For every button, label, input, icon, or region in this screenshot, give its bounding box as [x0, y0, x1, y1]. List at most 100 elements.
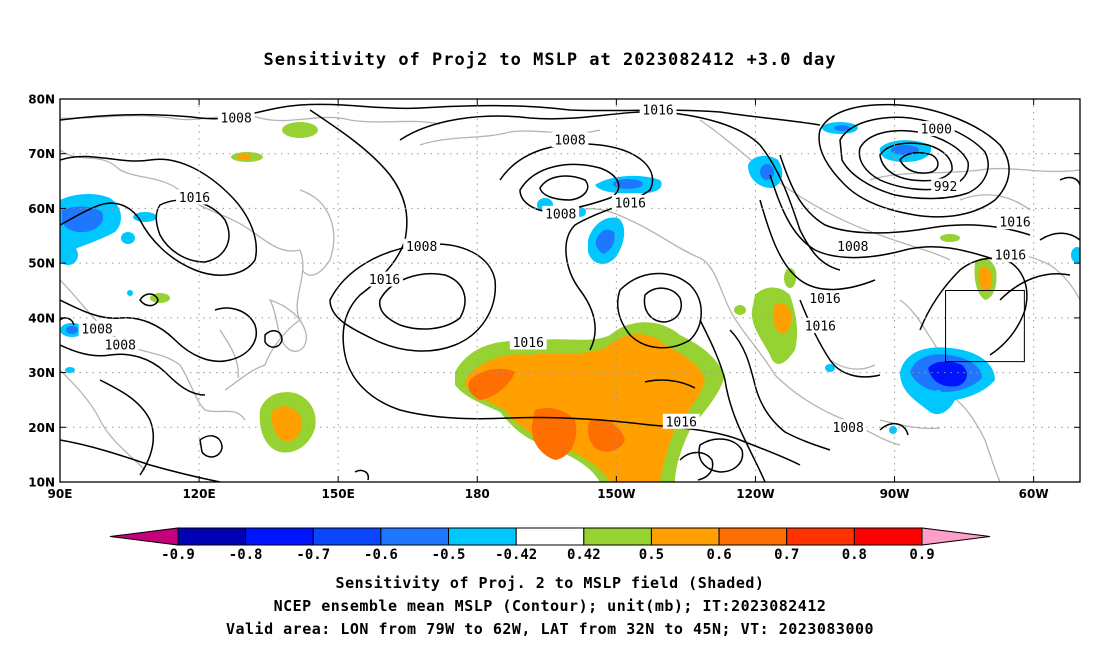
- contour-label-text: 1016: [615, 196, 646, 211]
- colorbar-lower-triangle: [109, 527, 179, 546]
- positive-blob-small-5: [940, 234, 960, 242]
- negative-region-pacific-nw-core: [595, 229, 615, 254]
- colorbar-upper-triangle: [921, 527, 991, 546]
- y-tick-label: 30N: [28, 366, 55, 380]
- positive-blob-small-6: [734, 305, 746, 315]
- x-tick-label: 90W: [880, 487, 910, 501]
- contour-label-text: 1008: [554, 134, 585, 149]
- colorbar-swatch: [786, 527, 855, 546]
- y-axis: 10N 20N 30N 40N 50N 60N 70N 80N: [28, 93, 1080, 490]
- contour-label: 1008: [551, 132, 589, 149]
- y-tick-label: 80N: [28, 93, 55, 107]
- contour-label-text: 1008: [105, 339, 136, 354]
- contour-label-text: 1008: [81, 322, 112, 337]
- contour-label-bg: [996, 214, 1034, 230]
- contour-labels: 1008 1016 1008 1000 992 1016 1008 1016 1016 1008 1…: [78, 101, 1034, 436]
- x-tick-label: 60W: [1019, 487, 1049, 501]
- contour-label-text: 1016: [809, 292, 840, 307]
- contour-label: 1008: [542, 205, 580, 222]
- contour-label-text: 1016: [999, 216, 1030, 231]
- contour-label: 1016: [509, 334, 547, 351]
- positive-region-dark-orange-1: [468, 368, 515, 400]
- colorbar-label: -0.7: [296, 547, 330, 563]
- negative-blob-5: [65, 367, 75, 373]
- contour-label: 1016: [611, 194, 649, 211]
- contour-label: 1016: [639, 101, 677, 118]
- y-tick-label: 70N: [28, 147, 55, 161]
- contour-label-text: 1016: [369, 273, 400, 288]
- map-frame: [59, 98, 1081, 483]
- negative-region-alaska-gulf-core: [613, 179, 643, 189]
- x-tick-label: 150E: [322, 487, 355, 501]
- positive-region-orange: [465, 334, 705, 482]
- contour-label-bg: [542, 205, 580, 221]
- contour-label-text: 1000: [921, 123, 952, 138]
- contour-label-text: 1016: [805, 320, 836, 335]
- mslp-contours: [60, 103, 1080, 482]
- colorbar-label: 0.42: [567, 547, 601, 563]
- contour-label-bg: [806, 290, 844, 306]
- negative-blob-4-core: [66, 326, 78, 334]
- contour-label-bg: [217, 110, 255, 126]
- chart-title: Sensitivity of Proj2 to MSLP at 20230824…: [263, 50, 837, 70]
- negative-blob-11: [825, 364, 835, 372]
- colorbar-label: -0.42: [495, 547, 537, 563]
- negative-region-canada-core: [760, 164, 774, 180]
- contour-label: 1016: [176, 189, 213, 206]
- y-tick-label: 50N: [28, 257, 55, 271]
- contour-label-bg: [639, 101, 677, 117]
- valid-area-box: [945, 290, 1025, 363]
- contour-label-bg: [551, 132, 589, 148]
- contour-label: 1008: [829, 419, 867, 436]
- x-tick-label: 120E: [182, 487, 215, 501]
- map-grid: [60, 99, 1080, 482]
- contour-label-text: 1008: [545, 207, 576, 222]
- colorbar-swatch: [380, 527, 450, 546]
- colorbar-label: -0.8: [229, 547, 263, 563]
- colorbar-label: 0.6: [706, 547, 731, 563]
- colorbar-label: -0.6: [364, 547, 398, 563]
- contour-label-bg: [509, 334, 547, 350]
- colorbar-label: 0.7: [774, 547, 799, 563]
- colorbar-label: -0.5: [432, 547, 466, 563]
- positive-region-dark-orange-2: [531, 408, 577, 460]
- negative-blob-1: [60, 245, 78, 265]
- contour-label-bg: [611, 194, 649, 210]
- y-tick-label: 20N: [28, 421, 55, 435]
- contour-label: 1016: [662, 413, 700, 430]
- positive-region-north-america: [751, 287, 798, 365]
- contour-label-text: 1016: [513, 336, 544, 351]
- x-axis: 90E 120E 150E 180 150W 120W 90W 60W: [48, 99, 1049, 501]
- contour-label: 1008: [403, 238, 441, 255]
- contour-label-bg: [403, 238, 441, 254]
- x-tick-label: 120W: [736, 487, 774, 501]
- contour-label: 1008: [217, 110, 255, 127]
- contour-label-text: 1008: [221, 112, 252, 127]
- contour-label-bg: [101, 337, 139, 353]
- negative-blob-13: [933, 390, 943, 404]
- contour-label-text: 1008: [406, 240, 437, 255]
- negative-blob-2: [133, 212, 157, 222]
- contour-label-bg: [931, 178, 960, 194]
- contour-label-bg: [366, 271, 403, 287]
- contour-label: 1008: [78, 320, 116, 337]
- positive-region-dark-orange-3: [587, 418, 625, 452]
- contour-label: 1016: [366, 271, 403, 288]
- contour-label: 1016: [801, 318, 839, 335]
- x-tick-label: 150W: [597, 487, 635, 501]
- colorbar-swatch: [583, 527, 652, 546]
- colorbar-swatch: [448, 527, 517, 546]
- contour-label-bg: [917, 121, 955, 137]
- contour-label-bg: [801, 318, 839, 334]
- colorbar-label: 0.8: [842, 547, 867, 563]
- colorbar-label: -0.9: [161, 547, 195, 563]
- contour-label: 1008: [101, 337, 139, 354]
- y-tick-label: 60N: [28, 202, 55, 216]
- contour-label-text: 1016: [642, 103, 673, 118]
- contour-label: 1016: [806, 290, 844, 307]
- footer-line-3: Valid area: LON from 79W to 62W, LAT fro…: [225, 620, 875, 638]
- contour-label-bg: [78, 320, 116, 336]
- x-tick-label: 180: [465, 487, 490, 501]
- contour-label-bg: [662, 413, 700, 429]
